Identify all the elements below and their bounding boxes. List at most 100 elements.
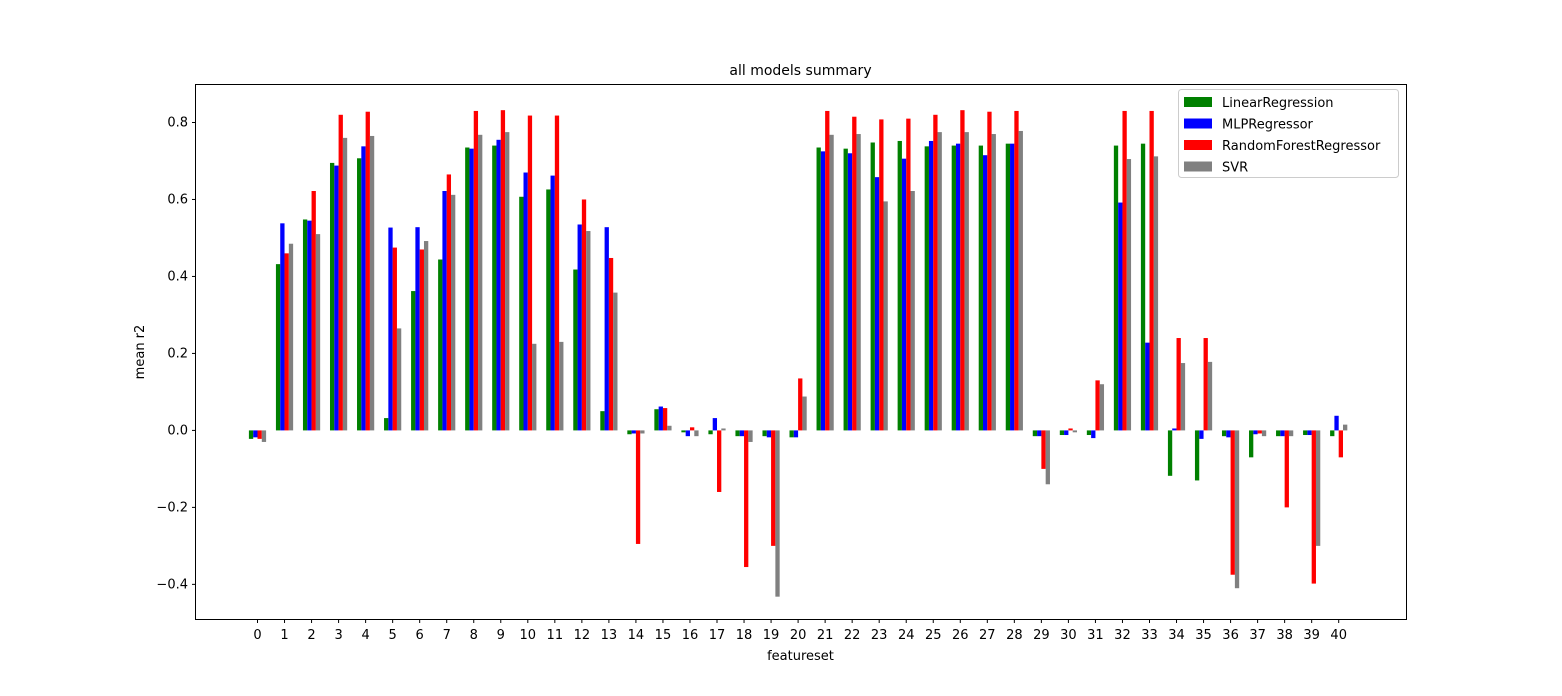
bar-RandomForestRegressor-12	[581, 199, 587, 431]
bar-RandomForestRegressor-5	[392, 247, 397, 431]
bar-RandomForestRegressor-40	[1338, 430, 1343, 458]
x-tick-label: 12	[574, 628, 591, 643]
bar-MLPRegressor-39	[1307, 430, 1312, 436]
bar-RandomForestRegressor-25	[933, 114, 938, 431]
x-tick-label: 30	[1060, 628, 1077, 643]
bar-LinearRegression-12	[573, 269, 578, 431]
bar-MLPRegressor-37	[1253, 430, 1258, 435]
y-tick-label: 0.6	[167, 192, 188, 207]
x-tick-label: 34	[1168, 628, 1185, 643]
bar-MLPRegressor-7	[442, 191, 447, 431]
bar-MLPRegressor-9	[496, 139, 501, 431]
bar-LinearRegression-11	[546, 189, 551, 431]
bar-LinearRegression-25	[924, 146, 929, 431]
bar-SVR-31	[1099, 384, 1105, 431]
bar-LinearRegression-15	[654, 409, 659, 431]
x-tick-label: 4	[361, 628, 369, 643]
bar-RandomForestRegressor-35	[1203, 338, 1208, 431]
bars-group	[248, 110, 1348, 597]
legend-entry: LinearRegression	[1222, 96, 1334, 111]
x-tick-label: 8	[470, 628, 478, 643]
bar-SVR-23	[883, 201, 888, 431]
bar-SVR-21	[829, 134, 834, 431]
bar-SVR-10	[532, 343, 537, 431]
bar-LinearRegression-38	[1276, 430, 1281, 437]
bar-SVR-0	[261, 430, 267, 442]
legend-swatch	[1184, 97, 1212, 107]
x-tick-label: 27	[979, 628, 996, 643]
bar-RandomForestRegressor-27	[987, 111, 992, 431]
bar-SVR-4	[369, 135, 375, 431]
bar-SVR-17	[721, 428, 726, 431]
bar-MLPRegressor-8	[469, 148, 474, 431]
y-axis-label: mean r2	[133, 325, 148, 380]
bar-SVR-2	[315, 234, 321, 431]
bar-SVR-26	[964, 132, 969, 431]
bar-MLPRegressor-17	[712, 418, 718, 431]
bar-MLPRegressor-2	[307, 220, 312, 431]
x-tick-label: 7	[443, 628, 451, 643]
bar-SVR-16	[694, 430, 699, 437]
legend-box	[1178, 89, 1399, 178]
x-tick-label: 0	[253, 628, 261, 643]
x-tick-label: 14	[628, 628, 645, 643]
x-tick-label: 35	[1195, 628, 1212, 643]
y-tick-label: 0.2	[167, 346, 188, 361]
bar-RandomForestRegressor-18	[744, 430, 749, 568]
bar-MLPRegressor-19	[766, 430, 772, 438]
bar-RandomForestRegressor-39	[1311, 430, 1316, 584]
bar-MLPRegressor-29	[1037, 430, 1042, 437]
bar-LinearRegression-22	[843, 148, 848, 431]
bar-LinearRegression-36	[1221, 430, 1227, 437]
bar-RandomForestRegressor-32	[1122, 110, 1127, 431]
x-tick-label: 19	[763, 628, 780, 643]
bar-LinearRegression-4	[357, 158, 362, 431]
bar-MLPRegressor-27	[983, 155, 988, 431]
bar-MLPRegressor-3	[334, 165, 339, 431]
x-tick-label: 6	[416, 628, 424, 643]
bar-RandomForestRegressor-34	[1176, 338, 1181, 431]
legend-entry: MLPRegressor	[1222, 118, 1314, 133]
bar-SVR-27	[991, 134, 996, 431]
bar-SVR-7	[451, 194, 456, 431]
legend: LinearRegression MLPRegressor RandomForest…	[1178, 89, 1399, 178]
x-tick-label: 33	[1141, 628, 1158, 643]
bar-LinearRegression-7	[438, 259, 443, 431]
x-tick-label: 5	[389, 628, 397, 643]
bar-MLPRegressor-16	[685, 430, 690, 437]
bar-RandomForestRegressor-28	[1014, 110, 1019, 431]
bar-SVR-8	[478, 134, 483, 431]
bar-MLPRegressor-33	[1145, 342, 1150, 431]
bar-SVR-3	[342, 137, 348, 431]
bar-LinearRegression-40	[1330, 430, 1335, 437]
bar-SVR-22	[856, 134, 861, 431]
legend-entry: RandomForestRegressor	[1222, 139, 1381, 154]
x-tick-label: 16	[682, 628, 699, 643]
bar-RandomForestRegressor-6	[419, 249, 424, 431]
x-tick-label: 39	[1303, 628, 1320, 643]
bar-MLPRegressor-1	[280, 223, 285, 431]
bar-RandomForestRegressor-10	[527, 115, 533, 431]
y-axis: −0.4 −0.2 0.0 0.2 0.4 0.6 0.8	[156, 115, 196, 592]
bar-MLPRegressor-0	[253, 430, 258, 438]
plot-frame	[195, 84, 1407, 620]
x-tick-label: 31	[1087, 628, 1104, 643]
bar-MLPRegressor-24	[901, 158, 907, 431]
x-tick-label: 11	[547, 628, 564, 643]
bar-MLPRegressor-28	[1010, 143, 1015, 431]
x-tick-label: 36	[1222, 628, 1239, 643]
bar-MLPRegressor-6	[415, 227, 420, 431]
x-tick-label: 29	[1033, 628, 1050, 643]
legend-entry: SVR	[1222, 161, 1248, 176]
x-tick-label: 21	[817, 628, 834, 643]
bar-MLPRegressor-26	[955, 143, 961, 431]
bar-MLPRegressor-31	[1091, 430, 1096, 439]
bar-RandomForestRegressor-1	[284, 253, 289, 431]
bar-LinearRegression-35	[1194, 430, 1200, 481]
x-tick-label: 17	[709, 628, 726, 643]
legend-swatch	[1184, 161, 1212, 172]
bar-MLPRegressor-14	[631, 430, 636, 434]
bar-LinearRegression-6	[411, 291, 416, 431]
y-tick-label: 0.4	[167, 269, 188, 284]
